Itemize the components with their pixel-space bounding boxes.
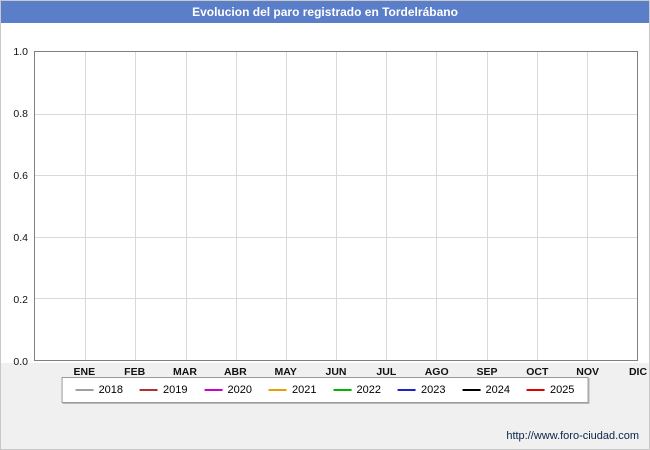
plot-area bbox=[34, 51, 638, 361]
legend-swatch bbox=[75, 389, 94, 391]
v-gridline bbox=[85, 52, 87, 360]
v-gridline bbox=[235, 52, 237, 360]
v-gridline bbox=[336, 52, 337, 360]
x-tick-label: MAR bbox=[173, 366, 197, 378]
y-tick-label: 0.4 bbox=[13, 232, 28, 244]
legend-item-2021: 2021 bbox=[269, 384, 317, 396]
v-gridline bbox=[386, 52, 388, 360]
legend-label: 2024 bbox=[485, 384, 510, 396]
legend-swatch bbox=[397, 389, 416, 391]
x-tick-label: NOV bbox=[576, 366, 600, 378]
legend-label: 2025 bbox=[549, 384, 575, 396]
legend: 2018 2019 2020 2021 2022 2023 2024 2025 bbox=[61, 377, 589, 403]
legend-swatch bbox=[526, 389, 545, 391]
y-tick-label: 1.0 bbox=[13, 46, 28, 58]
legend-label: 2019 bbox=[163, 384, 188, 396]
legend-swatch bbox=[204, 389, 223, 391]
legend-label: 2018 bbox=[98, 384, 124, 396]
y-tick-label: 0.8 bbox=[13, 108, 28, 120]
legend-swatch bbox=[140, 389, 159, 391]
v-gridline bbox=[285, 52, 287, 360]
v-gridline bbox=[436, 52, 438, 360]
legend-item-2024: 2024 bbox=[462, 384, 510, 396]
chart-title: Evolucion del paro registrado en Tordelr… bbox=[1, 1, 649, 23]
v-gridline bbox=[135, 52, 137, 360]
legend-item-2020: 2020 bbox=[204, 384, 253, 396]
y-tick-label: 0.2 bbox=[13, 294, 28, 306]
x-tick-label: MAY bbox=[274, 366, 297, 378]
chart-canvas: 0.0 0.2 0.4 0.6 0.8 1.0 ENE FEB MAR ABR MAY JUN JUL… bbox=[1, 23, 649, 378]
legend-label: 2021 bbox=[292, 384, 317, 396]
x-axis-labels: ENE FEB MAR ABR MAY JUN JUL AGO SEP OCT NOV DIC bbox=[34, 366, 648, 380]
x-tick-label: AGO bbox=[424, 366, 449, 378]
x-tick-label: OCT bbox=[526, 366, 549, 378]
legend-swatch bbox=[269, 389, 288, 391]
legend-label: 2022 bbox=[356, 384, 381, 396]
legend-label: 2023 bbox=[420, 384, 446, 396]
legend-label: 2020 bbox=[227, 384, 253, 396]
x-tick-label: SEP bbox=[476, 366, 498, 378]
v-gridline bbox=[486, 52, 488, 360]
v-gridline bbox=[185, 52, 187, 360]
y-tick-label: 0.6 bbox=[13, 170, 28, 182]
x-tick-label: ENE bbox=[73, 366, 96, 378]
legend-swatch bbox=[333, 389, 352, 391]
x-tick-label: DIC bbox=[628, 366, 648, 378]
x-tick-label: JUN bbox=[325, 366, 347, 378]
footer-link[interactable]: http://www.foro-ciudad.com bbox=[506, 430, 639, 442]
y-axis-labels: 0.0 0.2 0.4 0.6 0.8 1.0 bbox=[1, 47, 30, 368]
legend-swatch bbox=[462, 389, 481, 391]
v-gridline bbox=[536, 52, 538, 360]
legend-item-2018: 2018 bbox=[75, 384, 124, 396]
x-tick-label: FEB bbox=[124, 366, 146, 378]
x-tick-label: ABR bbox=[223, 366, 247, 378]
x-tick-label: JUL bbox=[376, 366, 397, 378]
legend-item-2025: 2025 bbox=[526, 384, 575, 396]
v-gridline bbox=[586, 52, 588, 360]
legend-item-2023: 2023 bbox=[397, 384, 446, 396]
legend-item-2022: 2022 bbox=[333, 384, 381, 396]
y-tick-label: 0.0 bbox=[13, 356, 28, 368]
legend-item-2019: 2019 bbox=[140, 384, 188, 396]
